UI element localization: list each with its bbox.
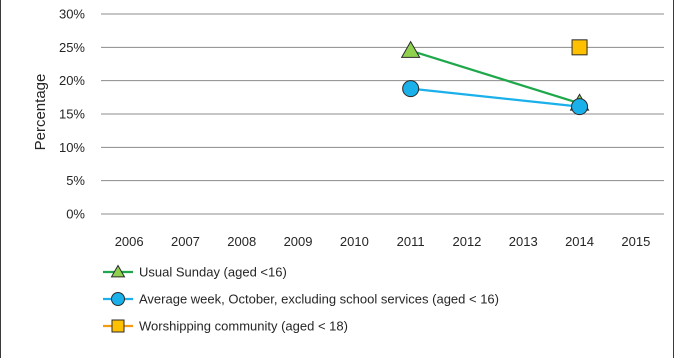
series-2 [402, 80, 589, 116]
data-point-circle [402, 80, 420, 98]
axes: 0% 5% 10% 15% 20% 25% 30% 2006 2007 2008 2009 2010 2… [32, 7, 650, 250]
x-tick-label: 2012 [452, 234, 481, 249]
legend: Usual Sunday (aged <16) Average week, Oct… [103, 264, 499, 334]
legend-label: Usual Sunday (aged <16) [139, 265, 287, 280]
data-point-circle [571, 98, 589, 116]
legend-label: Average week, October, excluding school … [139, 292, 499, 307]
gridlines [101, 13, 664, 215]
series-3 [571, 39, 588, 56]
x-tick-label: 2007 [171, 234, 200, 249]
y-tick-label: 20% [59, 73, 85, 88]
x-tick-label: 2006 [115, 234, 144, 249]
legend-item: Usual Sunday (aged <16) [103, 264, 287, 280]
legend-marker-triangle [110, 264, 126, 278]
x-tick-label: 2008 [227, 234, 256, 249]
data-point-triangle [400, 40, 421, 58]
y-tick-label: 0% [66, 207, 85, 222]
x-tick-label: 2010 [340, 234, 369, 249]
legend-label: Worshipping community (aged < 18) [139, 319, 348, 334]
x-tick-label: 2014 [565, 234, 594, 249]
legend-marker-square [111, 319, 125, 333]
x-tick-label: 2009 [284, 234, 313, 249]
legend-item: Worshipping community (aged < 18) [103, 319, 348, 334]
y-tick-label: 30% [59, 7, 85, 22]
y-axis-title: Percentage [32, 74, 49, 151]
legend-marker-circle [111, 292, 125, 306]
x-tick-label: 2015 [621, 234, 650, 249]
x-tick-label: 2013 [509, 234, 538, 249]
legend-item: Average week, October, excluding school … [103, 292, 499, 307]
data-point-square [571, 39, 588, 56]
series-line [410, 87, 580, 108]
series-line [410, 49, 580, 105]
y-tick-label: 10% [59, 140, 85, 155]
series-1 [400, 40, 590, 111]
y-tick-label: 25% [59, 40, 85, 55]
y-tick-label: 15% [59, 107, 85, 122]
y-tick-label: 5% [66, 173, 85, 188]
series [400, 39, 590, 116]
x-tick-label: 2011 [397, 234, 425, 249]
